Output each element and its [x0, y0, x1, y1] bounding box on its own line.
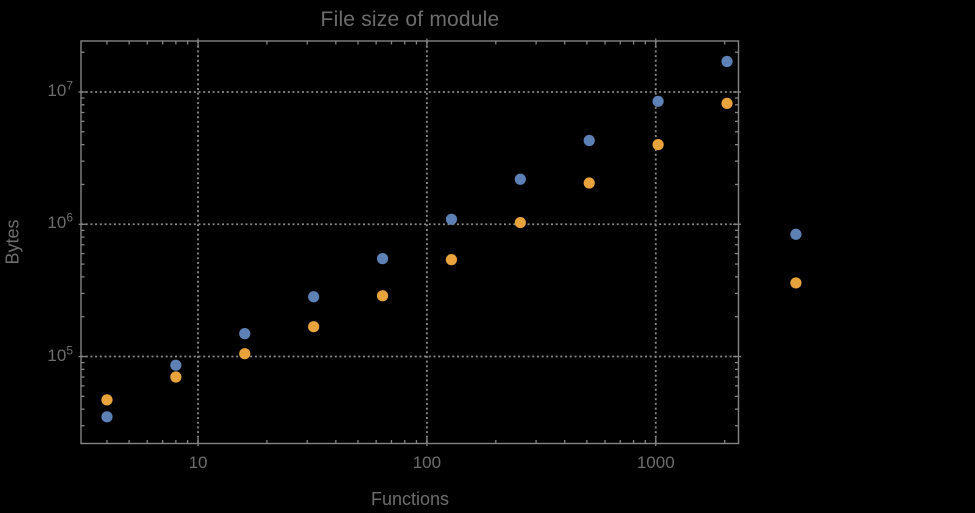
- data-point-series-blue: [170, 359, 182, 371]
- data-point-series-orange: [445, 254, 458, 266]
- x-axis-label: Functions: [370, 489, 450, 509]
- data-point-series-orange: [790, 277, 802, 289]
- y-tick-label: 105: [47, 342, 73, 365]
- data-point-series-blue: [652, 95, 664, 107]
- x-tick-label: 100: [412, 453, 442, 472]
- x-tick-label: 1000: [636, 453, 675, 472]
- data-point-series-blue: [790, 228, 802, 240]
- data-point-series-orange: [376, 290, 389, 302]
- data-point-series-orange: [101, 394, 113, 406]
- data-point-series-blue: [101, 411, 113, 423]
- data-point-series-orange: [652, 139, 664, 151]
- data-point-series-blue: [308, 291, 320, 303]
- y-tick-label: 107: [47, 78, 73, 100]
- y-tick-label: 106: [47, 210, 73, 233]
- data-point-series-orange: [170, 371, 182, 383]
- x-tick-label: 10: [188, 453, 208, 472]
- data-point-series-orange: [308, 321, 320, 333]
- data-point-series-blue: [445, 213, 458, 225]
- data-point-series-blue: [514, 173, 526, 185]
- data-point-series-orange: [239, 348, 251, 360]
- data-point-series-orange: [514, 216, 526, 229]
- data-point-series-blue: [721, 55, 733, 68]
- data-point-series-blue: [583, 134, 595, 147]
- data-point-series-blue: [239, 328, 251, 340]
- plot-frame: [80, 40, 740, 445]
- data-point-series-orange: [583, 177, 595, 189]
- data-point-series-orange: [721, 97, 733, 110]
- data-point-series-blue: [376, 253, 389, 265]
- chart-title: File size of module: [320, 8, 500, 31]
